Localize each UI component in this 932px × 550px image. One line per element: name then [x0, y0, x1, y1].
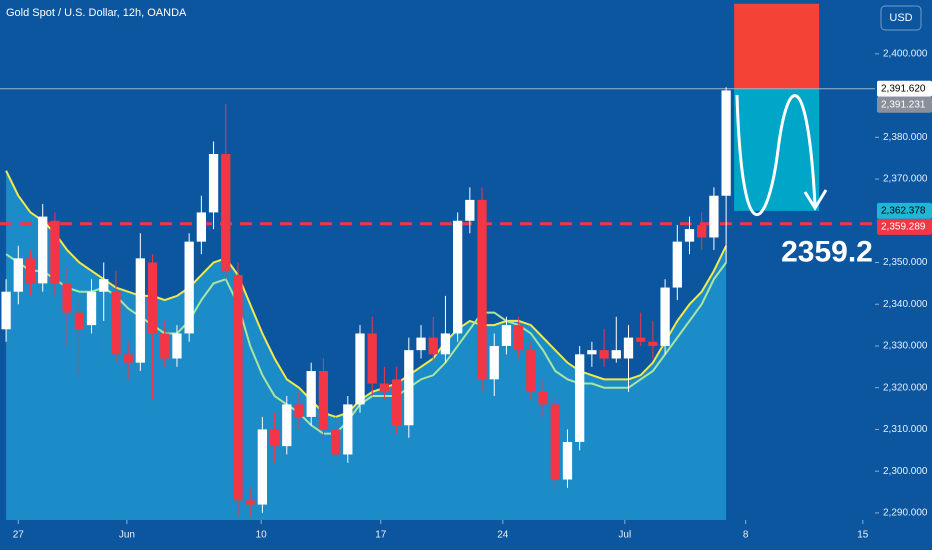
candle-body	[50, 220, 60, 284]
candle-body	[721, 90, 731, 196]
currency[interactable]: USD	[889, 12, 912, 24]
candle-body	[355, 333, 365, 405]
y-tick-label: 2,330.000	[883, 341, 928, 352]
candle-body	[672, 241, 682, 288]
candle-body	[294, 404, 304, 417]
x-tick-label: 24	[497, 530, 509, 541]
candle-body	[697, 224, 707, 238]
candle-body	[62, 283, 72, 313]
candle-body	[379, 383, 390, 392]
candle-body	[160, 333, 170, 359]
candle-body	[282, 404, 292, 447]
price-label-box	[877, 218, 932, 235]
candle-body	[636, 337, 646, 342]
y-tick-label: 2,320.000	[883, 382, 928, 393]
candle-body	[172, 333, 182, 359]
ma-line	[5, 170, 728, 418]
candle-body	[269, 429, 280, 447]
candle-body	[233, 275, 243, 501]
x-tick-label: 27	[13, 530, 25, 541]
ma-line	[5, 253, 727, 435]
x-tick-label: 8	[743, 530, 749, 541]
y-tick-label: 2,350.000	[883, 257, 928, 268]
candle-body	[245, 500, 255, 505]
candle-body	[330, 429, 341, 455]
candle-body	[208, 153, 219, 213]
candle-body	[13, 258, 23, 292]
candle-body	[1, 291, 11, 330]
candle-body	[74, 312, 84, 330]
candle-body	[440, 333, 451, 355]
candle-body	[147, 262, 158, 334]
x-tick-label: 10	[256, 530, 268, 541]
arrow-head	[803, 189, 828, 211]
candle-body	[38, 216, 48, 284]
candle-body	[367, 333, 377, 384]
candle-body	[196, 212, 206, 242]
x-tick-label: 15	[857, 530, 869, 541]
x-tick-label: Jul	[618, 530, 631, 541]
y-tick-label: 2,370.000	[883, 174, 928, 185]
candle-body	[391, 379, 402, 426]
cloud-area	[6, 170, 727, 520]
y-tick-label: 2,400.000	[883, 48, 928, 59]
stop-zone	[734, 3, 820, 89]
candle-body	[709, 195, 719, 238]
price-label-box	[877, 202, 932, 219]
x-axis	[0, 520, 875, 550]
candle-body	[648, 341, 658, 346]
price-label-box	[877, 96, 932, 113]
candle-body	[343, 404, 353, 455]
candle-body	[587, 350, 597, 355]
price-label: 2,391.231	[881, 99, 926, 110]
candle-body	[306, 371, 316, 417]
arrow	[735, 94, 817, 217]
candle-body	[111, 291, 121, 355]
candle-body	[25, 258, 36, 284]
candle-body	[428, 337, 438, 355]
y-tick-label: 2,310.000	[883, 424, 928, 435]
candle-body	[416, 337, 426, 351]
candle-body	[477, 199, 487, 380]
candle-body	[562, 441, 573, 480]
x-tick-label: 17	[375, 530, 387, 541]
candle-body	[660, 287, 670, 346]
y-tick-label: 2,380.000	[883, 132, 928, 143]
y-tick-label: 2,290.000	[883, 508, 928, 519]
target-text: 2359.2	[781, 236, 873, 269]
candle-body	[526, 350, 536, 392]
price-label: 2,391.620	[881, 83, 926, 94]
candle-body	[184, 241, 194, 334]
candle-body	[623, 337, 634, 359]
candle-body	[318, 371, 329, 430]
candle-body	[465, 199, 475, 221]
candle-body	[221, 153, 231, 271]
candle-body	[99, 279, 109, 292]
currency-button[interactable]	[880, 5, 922, 31]
price-label: 2,359.289	[881, 221, 926, 232]
candle-body	[575, 354, 585, 442]
candle-body	[86, 291, 97, 326]
price-label: 2,362.378	[881, 205, 926, 216]
y-tick-label: 2,300.000	[883, 466, 928, 477]
candle-body	[538, 391, 548, 405]
x-tick-label: Jun	[119, 530, 135, 541]
candle-body	[404, 350, 414, 426]
candle-body	[684, 229, 695, 242]
candle-body	[123, 354, 133, 363]
candle-body	[257, 429, 268, 505]
chart-title: Gold Spot / U.S. Dollar, 12h, OANDA	[6, 7, 187, 19]
candle-body	[599, 350, 609, 359]
candle-body	[611, 350, 621, 359]
candle-body	[514, 325, 524, 351]
y-tick-label: 2,340.000	[883, 299, 928, 310]
candle-body	[135, 258, 145, 363]
price-label-box	[877, 80, 932, 97]
candle-body	[501, 325, 512, 346]
candle-body	[489, 345, 499, 380]
candle-body	[452, 220, 463, 334]
candle-body	[550, 404, 560, 480]
